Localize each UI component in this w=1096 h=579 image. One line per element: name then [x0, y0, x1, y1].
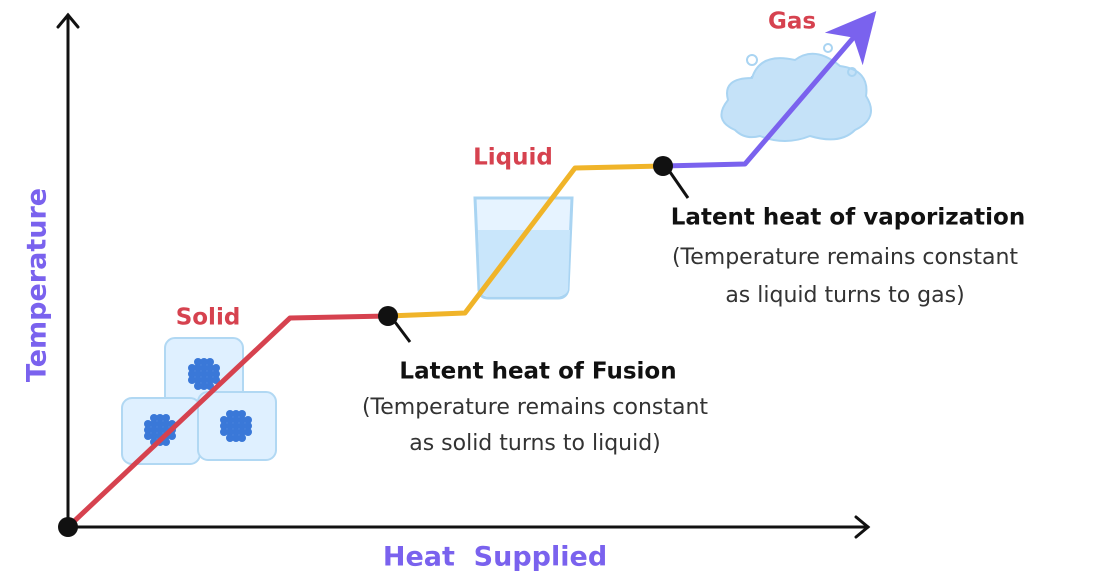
annotation-title: Latent heat of vaporization	[671, 205, 1025, 231]
phase-label: Gas	[768, 9, 816, 35]
annotation-line: (Temperature remains constant	[362, 395, 708, 420]
y-axis-label: Temperature	[22, 188, 53, 382]
x-axis-label: Heat Supplied	[383, 542, 607, 573]
annotation-line: as liquid turns to gas)	[725, 283, 964, 308]
phase-label: Solid	[176, 305, 241, 331]
annotation-line: as solid turns to liquid)	[409, 431, 661, 456]
particle	[238, 434, 246, 442]
annotation-title: Latent heat of Fusion	[399, 359, 676, 385]
phase-label: Liquid	[473, 145, 553, 171]
annotation-line: (Temperature remains constant	[672, 245, 1018, 270]
particle	[244, 428, 252, 436]
points	[58, 156, 673, 537]
cloud	[721, 54, 871, 141]
diagram: Temperature Heat Supplied Solid Liquid G…	[0, 0, 1096, 579]
